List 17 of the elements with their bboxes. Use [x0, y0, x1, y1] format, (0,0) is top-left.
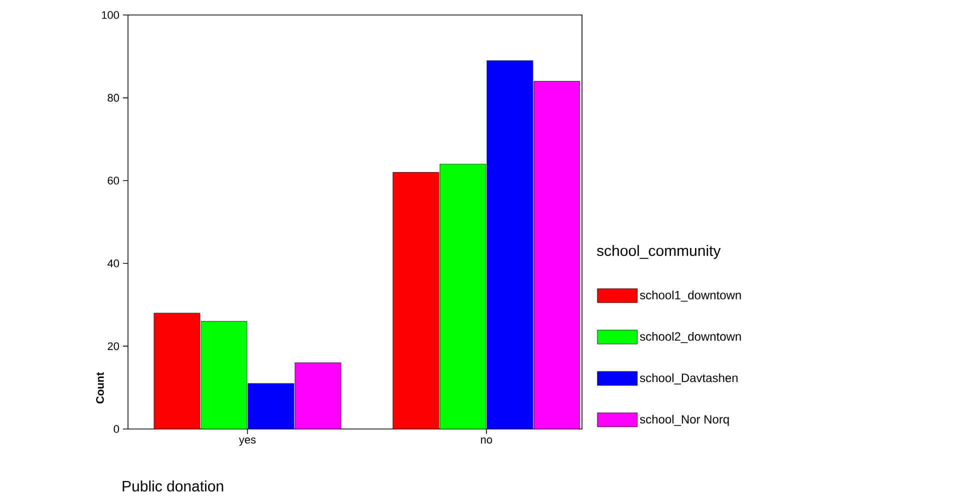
y-tick-label: 20 — [108, 342, 120, 350]
bar — [486, 60, 534, 429]
y-tick-label: 60 — [108, 176, 120, 184]
y-tick-label: 80 — [108, 94, 120, 102]
y-tick-label: 100 — [102, 11, 120, 19]
x-axis-title: Public donation — [122, 480, 224, 492]
y-tick-label: 40 — [107, 260, 120, 268]
y-tick-label: 0 — [114, 425, 120, 433]
legend-label: school_Davtashen — [640, 373, 738, 384]
bar — [248, 383, 294, 429]
legend-label: school_Nor Norq — [640, 414, 729, 426]
x-tick-label: yes — [238, 438, 256, 446]
legend-label: school1_downtown — [640, 290, 741, 302]
y-axis-title: Count — [96, 372, 104, 404]
legend-title: school_community — [596, 245, 721, 259]
x-tick-label: no — [481, 438, 492, 444]
legend-label: school2_downtown — [640, 332, 741, 344]
